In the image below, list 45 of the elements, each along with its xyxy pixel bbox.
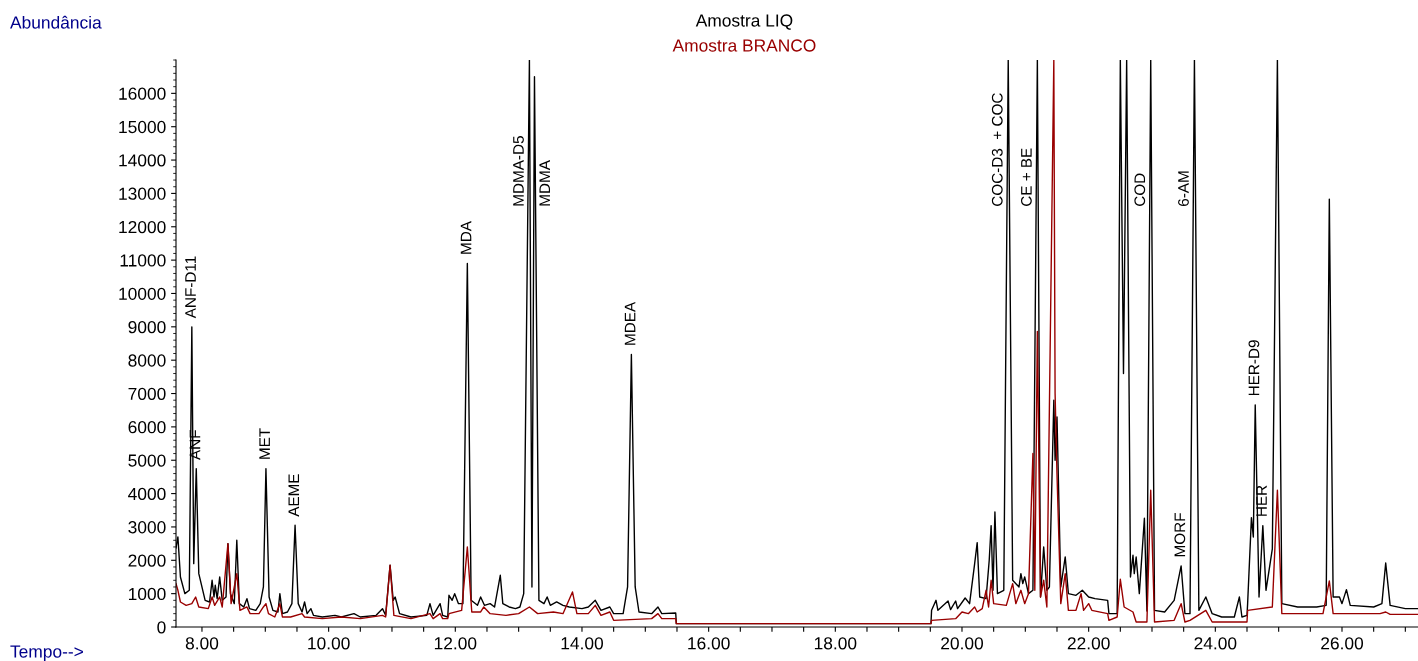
x-tick-label: 18.00 [814, 637, 857, 650]
y-tick-label: 0 [157, 621, 166, 634]
text: Amostra BRANCO [672, 39, 816, 52]
annotation: COC-D3 + COC [991, 93, 1003, 206]
y-tick-label: 3000 [128, 521, 166, 534]
y-tick-label: 13000 [119, 187, 166, 200]
annotation: MDEA [624, 301, 636, 345]
annotation: MDA [460, 221, 472, 254]
y-tick-label: 11000 [120, 254, 166, 267]
annotation: HER [1256, 485, 1267, 516]
y-tick-label: 2000 [128, 554, 166, 567]
annotation: MDMA-D5 [513, 136, 524, 206]
y-tick-label: 4000 [128, 487, 166, 501]
annotation: MORF [1174, 513, 1186, 557]
y-tick-label: 9000 [128, 320, 166, 334]
y-tick-label: 8000 [128, 354, 166, 367]
x-tick-label: 22.00 [1067, 637, 1110, 650]
x-tick-label: 16.00 [688, 637, 730, 650]
y-tick-label: 12000 [119, 220, 166, 234]
x-tick-label: 24.00 [1194, 637, 1237, 650]
y-tick-label: 10000 [119, 287, 166, 300]
annotation: ANF-D11 [185, 256, 196, 319]
annotation: AEME [288, 474, 300, 517]
text: Amostra LIQ [695, 14, 793, 30]
x-tick-label: 14.00 [561, 637, 604, 650]
x-tick-label: 20.00 [941, 637, 984, 650]
annotation: MET [259, 428, 270, 459]
x-tick-label: 8.00 [185, 637, 219, 650]
annotation: MDMA [539, 160, 550, 206]
x-tick-label: 12.00 [434, 637, 477, 650]
y-tick-label: 5000 [128, 454, 166, 467]
annotation: CE + BE [1020, 148, 1032, 206]
y-tick-label: 1000 [128, 587, 166, 601]
y-tick-label: 15000 [119, 120, 166, 134]
y-tick-label: 16000 [119, 87, 166, 100]
annotation: 6-AM [1178, 171, 1189, 206]
x-tick-label: 10.00 [308, 637, 350, 650]
x-tick-label: 26.00 [1321, 637, 1364, 650]
y-tick-label: 6000 [128, 421, 166, 434]
y-axis-title: Abundância [10, 15, 102, 29]
x-axis-title: Tempo--> [10, 645, 83, 661]
y-tick-label: 14000 [119, 154, 166, 167]
annotation: COD [1134, 173, 1146, 206]
annotation: HER-D9 [1248, 340, 1260, 396]
y-tick-label: 7000 [128, 387, 166, 400]
